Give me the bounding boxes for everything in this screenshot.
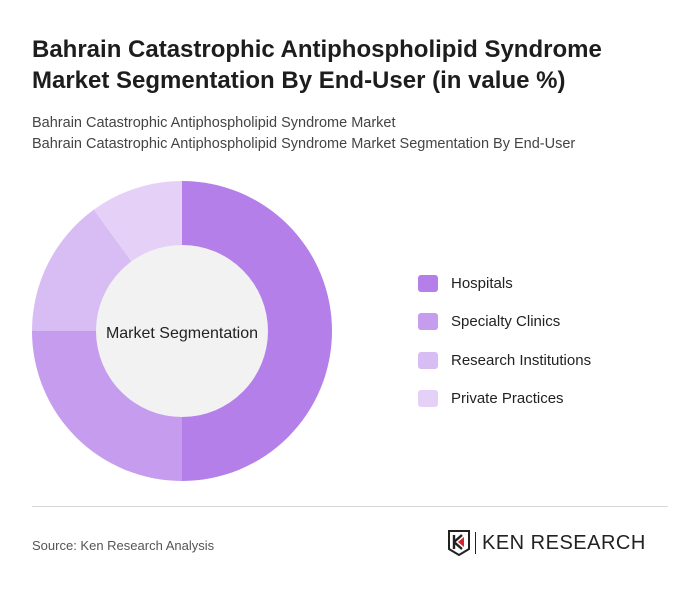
legend: Hospitals Specialty Clinics Research Insti…: [418, 264, 591, 418]
legend-item: Specialty Clinics: [418, 303, 591, 342]
legend-item: Hospitals: [418, 264, 591, 303]
logo-icon: [448, 530, 470, 556]
divider: [32, 506, 668, 507]
legend-swatch: [418, 274, 438, 292]
chart-subtitle-2: Bahrain Catastrophic Antiphospholipid Sy…: [32, 136, 576, 152]
legend-label: Research Institutions: [451, 351, 592, 369]
legend-label: Specialty Clinics: [451, 313, 561, 331]
legend-item: Private Practices: [418, 380, 591, 419]
chart-title: Bahrain Catastrophic Antiphospholipid Sy…: [32, 36, 602, 94]
source-note: Source: Ken Research Analysis: [32, 538, 215, 553]
center-label: Market Segmentation: [106, 325, 258, 342]
chart-subtitle: Bahrain Catastrophic Antiphospholipid Sy…: [32, 115, 396, 131]
legend-item: Research Institutions: [418, 341, 591, 380]
legend-label: Hospitals: [451, 274, 513, 292]
logo-text: KEN RESEARCH: [482, 531, 646, 554]
ken-research-logo: KEN RESEARCH: [448, 530, 646, 556]
legend-label: Private Practices: [451, 390, 564, 408]
legend-swatch: [418, 351, 438, 369]
donut-hole: [96, 245, 268, 417]
legend-swatch: [418, 390, 438, 408]
legend-swatch: [418, 313, 438, 331]
